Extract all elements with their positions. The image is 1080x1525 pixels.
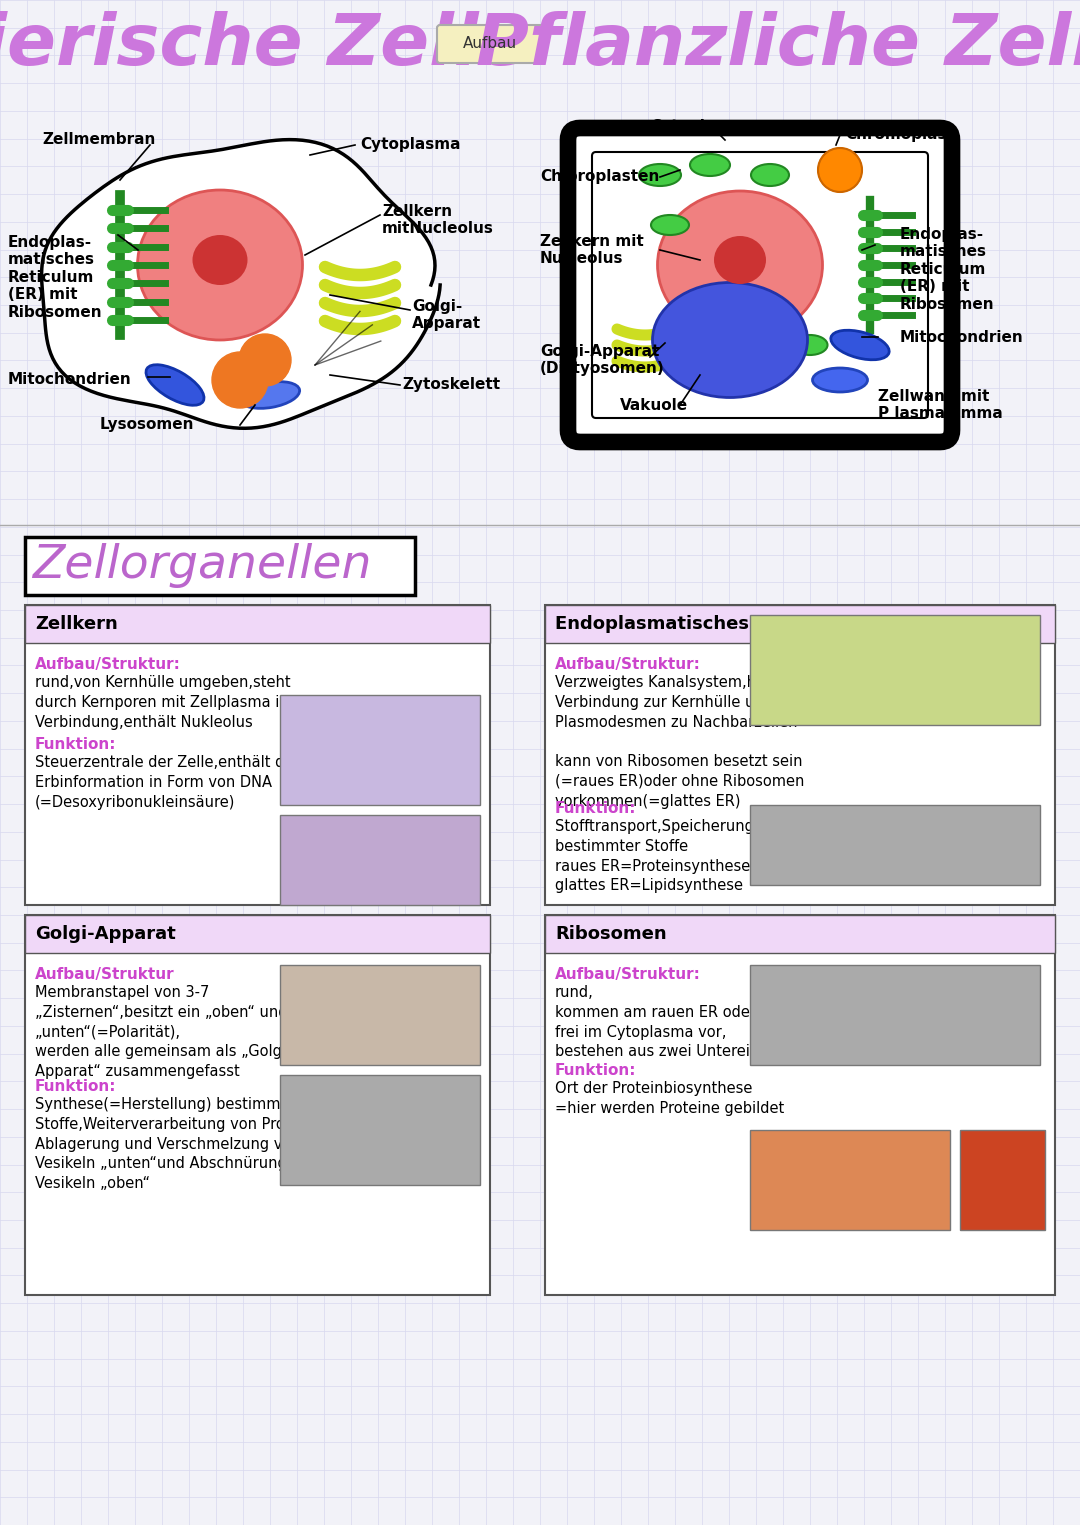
FancyBboxPatch shape: [750, 1130, 950, 1231]
FancyBboxPatch shape: [25, 915, 490, 953]
Text: Aufbau/Struktur: Aufbau/Struktur: [35, 967, 175, 982]
Text: Chloroplasten: Chloroplasten: [540, 169, 660, 185]
Ellipse shape: [812, 368, 867, 392]
FancyBboxPatch shape: [545, 605, 1055, 904]
Text: Vakuole: Vakuole: [620, 398, 688, 412]
Text: Pflanzliche Zelle: Pflanzliche Zelle: [475, 11, 1080, 79]
Text: Golgi-Apparat: Golgi-Apparat: [35, 926, 176, 942]
Text: Stofftransport,Speicherung
bestimmter Stoffe
raues ER=Proteinsynthese
glattes ER: Stofftransport,Speicherung bestimmter St…: [555, 819, 754, 894]
Ellipse shape: [639, 165, 681, 186]
Text: Lysosomen: Lysosomen: [100, 418, 194, 433]
Ellipse shape: [651, 215, 689, 235]
Text: rund,
kommen am rauen ER oder
frei im Cytoplasma vor,
bestehen aus zwei Unterein: rund, kommen am rauen ER oder frei im Cy…: [555, 985, 806, 1060]
Ellipse shape: [146, 364, 204, 406]
Ellipse shape: [793, 336, 827, 355]
Text: Verzweigtes Kanalsystem,hat
Verbindung zur Kernhülle und über
Plasmodesmen zu Na: Verzweigtes Kanalsystem,hat Verbindung z…: [555, 676, 811, 808]
Text: Funktion:: Funktion:: [35, 737, 117, 752]
FancyBboxPatch shape: [960, 1130, 1045, 1231]
FancyBboxPatch shape: [545, 915, 1055, 953]
Text: Funktion:: Funktion:: [555, 1063, 636, 1078]
FancyBboxPatch shape: [25, 605, 490, 904]
Text: Zellkern
mitNucleolus: Zellkern mitNucleolus: [382, 204, 494, 236]
Ellipse shape: [690, 154, 730, 175]
Ellipse shape: [192, 235, 247, 285]
Text: Endoplasmatisches Retikulum: Endoplasmatisches Retikulum: [555, 615, 859, 633]
Text: Zytoskelett: Zytoskelett: [402, 378, 500, 392]
Text: Ribosomen: Ribosomen: [555, 926, 666, 942]
FancyBboxPatch shape: [25, 605, 490, 644]
Text: Membranstapel von 3-7
„Zisternen“,besitzt ein „oben“ und
„unten“(=Polarität),
we: Membranstapel von 3-7 „Zisternen“,besitz…: [35, 985, 292, 1080]
Text: Cytoplasma: Cytoplasma: [650, 119, 751, 134]
FancyBboxPatch shape: [545, 605, 1055, 644]
Text: Tierische Zelle: Tierische Zelle: [0, 11, 527, 79]
Ellipse shape: [241, 381, 299, 409]
Text: Chromoplast: Chromoplast: [845, 128, 954, 142]
Text: rund,von Kernhülle umgeben,steht
durch Kernporen mit Zellplasma in
Verbindung,en: rund,von Kernhülle umgeben,steht durch K…: [35, 676, 291, 729]
FancyBboxPatch shape: [568, 128, 951, 442]
Text: Endoplas-
matisches
Reticulum
(ER) mit
Ribosomen: Endoplas- matisches Reticulum (ER) mit R…: [8, 235, 103, 320]
FancyBboxPatch shape: [25, 537, 415, 595]
Text: Zellkern: Zellkern: [35, 615, 118, 633]
Ellipse shape: [831, 331, 889, 360]
FancyBboxPatch shape: [280, 695, 480, 805]
FancyBboxPatch shape: [750, 805, 1040, 884]
Text: Zellkern mit
Nucleolus: Zellkern mit Nucleolus: [540, 233, 644, 267]
Text: Golgi-
Apparat: Golgi- Apparat: [411, 299, 481, 331]
Circle shape: [239, 334, 291, 386]
Text: Cytoplasma: Cytoplasma: [360, 137, 460, 152]
Text: Golgi-Apparat
(Dictyosomen): Golgi-Apparat (Dictyosomen): [540, 343, 665, 377]
Text: Synthese(=Herstellung) bestimmter
Stoffe,Weiterverarbeitung von Proteinen
Ablage: Synthese(=Herstellung) bestimmter Stoffe…: [35, 1096, 332, 1191]
Text: Funktion:: Funktion:: [555, 801, 636, 816]
Ellipse shape: [751, 165, 789, 186]
FancyBboxPatch shape: [545, 915, 1055, 1295]
Polygon shape: [42, 140, 441, 429]
Circle shape: [212, 352, 268, 409]
Text: Aufbau/Struktur:: Aufbau/Struktur:: [555, 967, 701, 982]
FancyBboxPatch shape: [750, 965, 1040, 1064]
Text: Zellorganellen: Zellorganellen: [32, 543, 372, 589]
Text: Aufbau: Aufbau: [463, 37, 517, 52]
FancyBboxPatch shape: [280, 814, 480, 904]
Text: Funktion:: Funktion:: [35, 1080, 117, 1093]
Ellipse shape: [714, 236, 766, 284]
Text: Ort der Proteinbiosynthese
=hier werden Proteine gebildet: Ort der Proteinbiosynthese =hier werden …: [555, 1081, 784, 1116]
Text: Mitochondrien: Mitochondrien: [900, 329, 1024, 345]
Text: Steuerzentrale der Zelle,enthält die
Erbinformation in Form von DNA
(=Desoxyribo: Steuerzentrale der Zelle,enthält die Erb…: [35, 755, 297, 810]
Text: Endoplas-
matisches
Reticulum
(ER) mit
Ribosomen: Endoplas- matisches Reticulum (ER) mit R…: [900, 227, 995, 311]
FancyBboxPatch shape: [280, 965, 480, 1064]
Text: Mitochondrien: Mitochondrien: [8, 372, 132, 387]
Text: Aufbau/Struktur:: Aufbau/Struktur:: [35, 657, 180, 673]
FancyBboxPatch shape: [437, 24, 543, 63]
Circle shape: [818, 148, 862, 192]
FancyBboxPatch shape: [750, 615, 1040, 724]
Text: Aufbau/Struktur:: Aufbau/Struktur:: [555, 657, 701, 673]
Ellipse shape: [652, 282, 808, 398]
FancyBboxPatch shape: [25, 915, 490, 1295]
Ellipse shape: [658, 191, 823, 339]
FancyBboxPatch shape: [280, 1075, 480, 1185]
Text: Zellwand mit
P lasmalemma: Zellwand mit P lasmalemma: [878, 389, 1002, 421]
Ellipse shape: [137, 191, 302, 340]
Text: Zellmembran: Zellmembran: [42, 133, 156, 148]
